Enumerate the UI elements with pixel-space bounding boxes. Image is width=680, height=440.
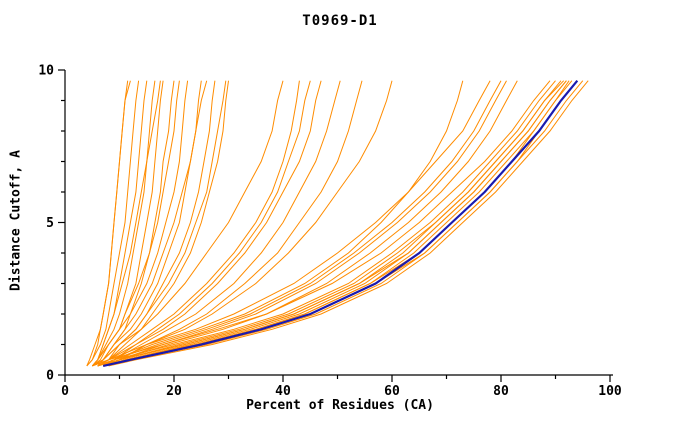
- svg-text:0: 0: [46, 369, 54, 384]
- svg-text:10: 10: [38, 64, 54, 79]
- svg-text:5: 5: [46, 216, 54, 231]
- svg-text:0: 0: [61, 384, 69, 399]
- x-axis-label: Percent of Residues (CA): [246, 398, 434, 413]
- svg-text:20: 20: [166, 384, 182, 399]
- y-axis-label: Distance Cutoff, A: [8, 150, 24, 291]
- svg-text:60: 60: [384, 384, 400, 399]
- chart-title: T0969-D1: [302, 13, 378, 29]
- svg-text:40: 40: [275, 384, 291, 399]
- svg-text:100: 100: [598, 384, 622, 399]
- svg-text:80: 80: [493, 384, 509, 399]
